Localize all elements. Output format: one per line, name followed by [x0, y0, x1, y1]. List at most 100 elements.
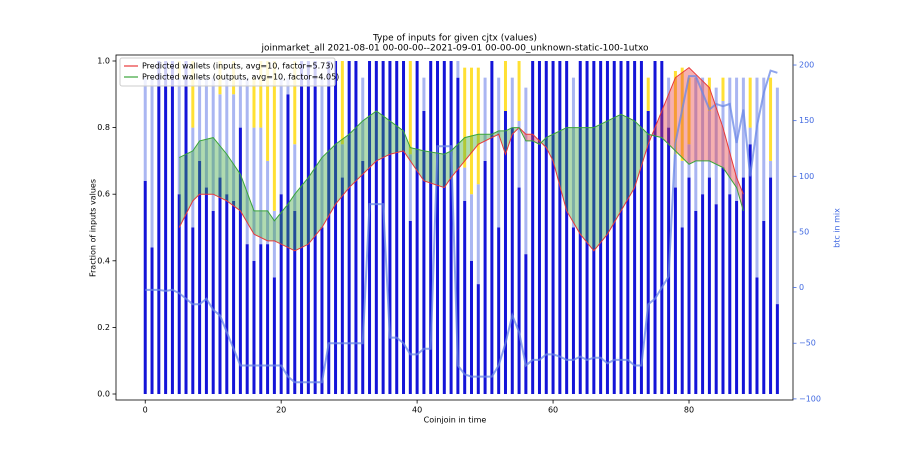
- bar-segment: [422, 77, 426, 111]
- bar-segment: [469, 260, 473, 395]
- fill-between: [376, 110, 390, 161]
- bar-segment: [368, 60, 372, 395]
- fill-between: [179, 150, 193, 228]
- bar-segment: [469, 194, 473, 261]
- bar-segment: [204, 187, 208, 395]
- bar-segment: [279, 194, 283, 395]
- fill-between: [253, 210, 268, 241]
- bar-segment: [619, 60, 623, 395]
- fill-between: [410, 147, 424, 181]
- bar-segment: [463, 200, 467, 395]
- bar-segment: [748, 144, 752, 395]
- bar-segment: [741, 177, 745, 395]
- y2-axis-label: btc in mix: [833, 208, 842, 248]
- bar-segment: [463, 67, 467, 168]
- bar-segment: [354, 60, 358, 395]
- bar-segment: [340, 144, 344, 178]
- fill-between: [192, 140, 200, 201]
- bar-segment: [483, 160, 487, 395]
- fill-between: [607, 114, 622, 235]
- bar-segment: [537, 60, 541, 395]
- fill-between: [566, 127, 581, 235]
- bar-segment: [340, 60, 344, 145]
- fill-between: [287, 194, 295, 251]
- bar-segment: [177, 77, 181, 195]
- bar-segment: [266, 60, 270, 161]
- bar-segment: [565, 60, 569, 395]
- bar-segment: [524, 254, 528, 395]
- fill-between: [478, 134, 492, 145]
- bar-segment: [279, 77, 283, 195]
- bar-segment: [769, 177, 773, 395]
- bar-segment: [293, 210, 297, 395]
- bar-segment: [653, 60, 657, 395]
- bar-segment: [218, 177, 222, 395]
- bar-segment: [775, 304, 779, 395]
- bar-segment: [320, 77, 324, 228]
- fill-between: [349, 120, 363, 188]
- fill-between: [553, 127, 567, 211]
- bar-segment: [272, 277, 276, 395]
- bar-segment: [775, 87, 779, 305]
- bar-segment: [476, 284, 480, 395]
- bar-segment: [728, 194, 732, 395]
- bar-segment: [245, 77, 249, 245]
- legend-label: Predicted wallets (inputs, avg=10, facto…: [142, 62, 333, 71]
- fill-between: [505, 127, 513, 155]
- bar-segment: [687, 77, 691, 145]
- bar-segment: [673, 187, 677, 395]
- btc-line: [145, 69, 778, 384]
- fill-between: [621, 114, 635, 211]
- bar-segment: [571, 227, 575, 395]
- y-tick-label: 0.4: [97, 256, 110, 265]
- bar-segment: [531, 60, 535, 395]
- bar-segment: [476, 184, 480, 285]
- bar-segment: [469, 67, 473, 195]
- bar-segment: [748, 127, 752, 145]
- bar-segment: [184, 60, 188, 395]
- y-tick-label: 0.6: [97, 190, 110, 199]
- bar-segment: [259, 60, 263, 128]
- bar-segment: [673, 154, 677, 188]
- bar-segment: [211, 77, 215, 211]
- fill-between: [689, 67, 696, 165]
- bar-segment: [517, 187, 521, 395]
- bar-segment: [340, 177, 344, 395]
- y-tick-label: 0.8: [97, 123, 110, 132]
- bar-segment: [456, 60, 460, 78]
- bar-segment: [707, 77, 711, 111]
- bar-segment: [510, 77, 514, 128]
- bar-segment: [150, 77, 154, 248]
- x-tick-label: 0: [143, 406, 148, 415]
- chart-title: Type of inputs for given cjtx (values): [372, 34, 537, 44]
- bar-segment: [687, 144, 691, 178]
- fill-between: [546, 134, 554, 161]
- y-axis-label: Fraction of inputs values: [89, 179, 98, 277]
- y-tick-label: 0.0: [97, 390, 110, 399]
- bar-segment: [361, 160, 365, 395]
- y2-tick-label: 0: [799, 283, 804, 292]
- x-tick-label: 40: [412, 406, 422, 415]
- fill-between: [444, 150, 452, 188]
- bar-segment: [374, 60, 378, 395]
- bar-segment: [238, 127, 242, 395]
- fill-between: [593, 120, 608, 251]
- bar-segment: [347, 60, 351, 395]
- chart-subtitle: joinmarket_all 2021-08-01 00-00-00--2021…: [260, 44, 649, 54]
- fill-between: [362, 110, 377, 175]
- bar-segment: [259, 244, 263, 395]
- bar-segment: [408, 154, 412, 221]
- y2-tick-label: 100: [799, 172, 814, 181]
- bar-segment: [701, 194, 705, 395]
- bar-segment: [266, 244, 270, 395]
- bar-segment: [218, 94, 222, 178]
- fill-between: [294, 177, 309, 251]
- y2-tick-label: 50: [799, 227, 809, 236]
- bar-segment: [728, 77, 732, 195]
- bar-segment: [306, 60, 310, 395]
- bar-segment: [741, 77, 745, 178]
- bar-segment: [701, 77, 705, 195]
- y-tick-label: 0.2: [97, 323, 110, 332]
- bar-segment: [293, 144, 297, 211]
- fill-between: [464, 134, 479, 161]
